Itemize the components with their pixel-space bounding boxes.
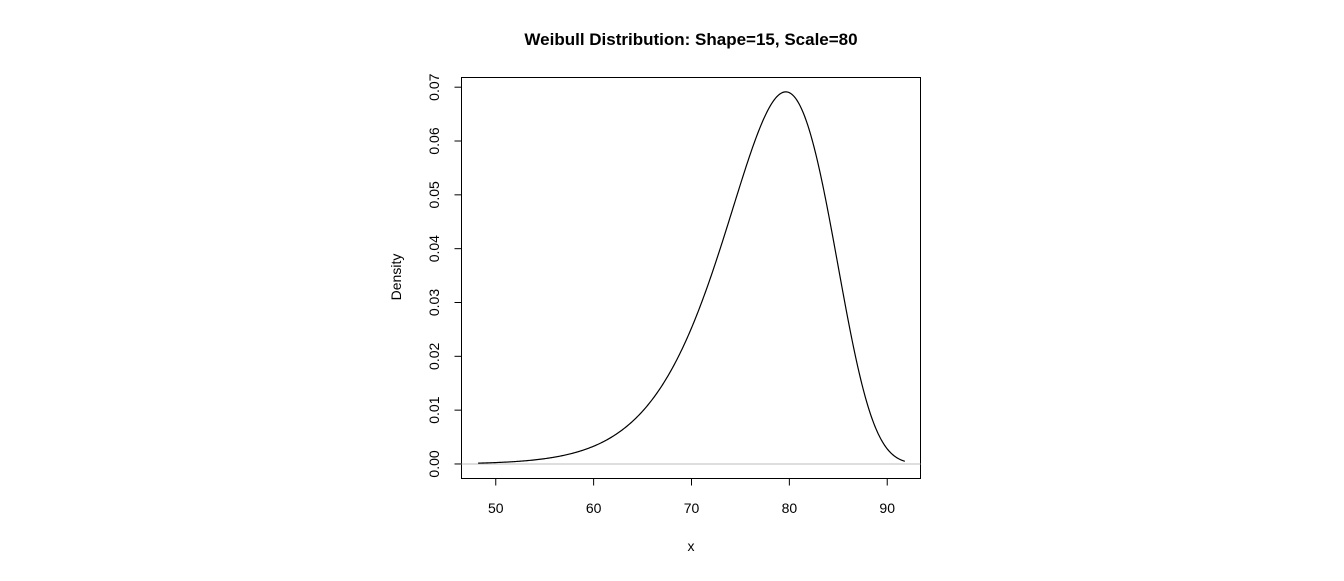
- y-tick-label: 0.01: [426, 396, 442, 423]
- y-tick-label: 0.02: [426, 342, 442, 369]
- y-axis-label: Density: [388, 254, 404, 301]
- curve-layer: [478, 91, 906, 464]
- x-axis-label: x: [688, 538, 695, 554]
- x-tick-label: 80: [782, 500, 798, 516]
- plot-area-frame: [461, 77, 921, 479]
- x-tick-label: 50: [488, 500, 504, 516]
- density-curve: [478, 91, 906, 464]
- x-tick-label: 60: [586, 500, 602, 516]
- y-tick-label: 0.00: [426, 450, 442, 477]
- y-tick-label: 0.03: [426, 289, 442, 316]
- chart-title: Weibull Distribution: Shape=15, Scale=80: [524, 30, 857, 49]
- y-tick-label: 0.06: [426, 127, 442, 154]
- x-axis: 50 60 70 80 90: [488, 478, 895, 516]
- y-tick-label: 0.07: [426, 73, 442, 100]
- y-tick-label: 0.05: [426, 181, 442, 208]
- y-tick-label: 0.04: [426, 235, 442, 262]
- x-tick-label: 90: [879, 500, 895, 516]
- x-tick-label: 70: [684, 500, 700, 516]
- y-axis: 0.00 0.01 0.02 0.03 0.04 0.05 0.06 0.07: [426, 73, 462, 478]
